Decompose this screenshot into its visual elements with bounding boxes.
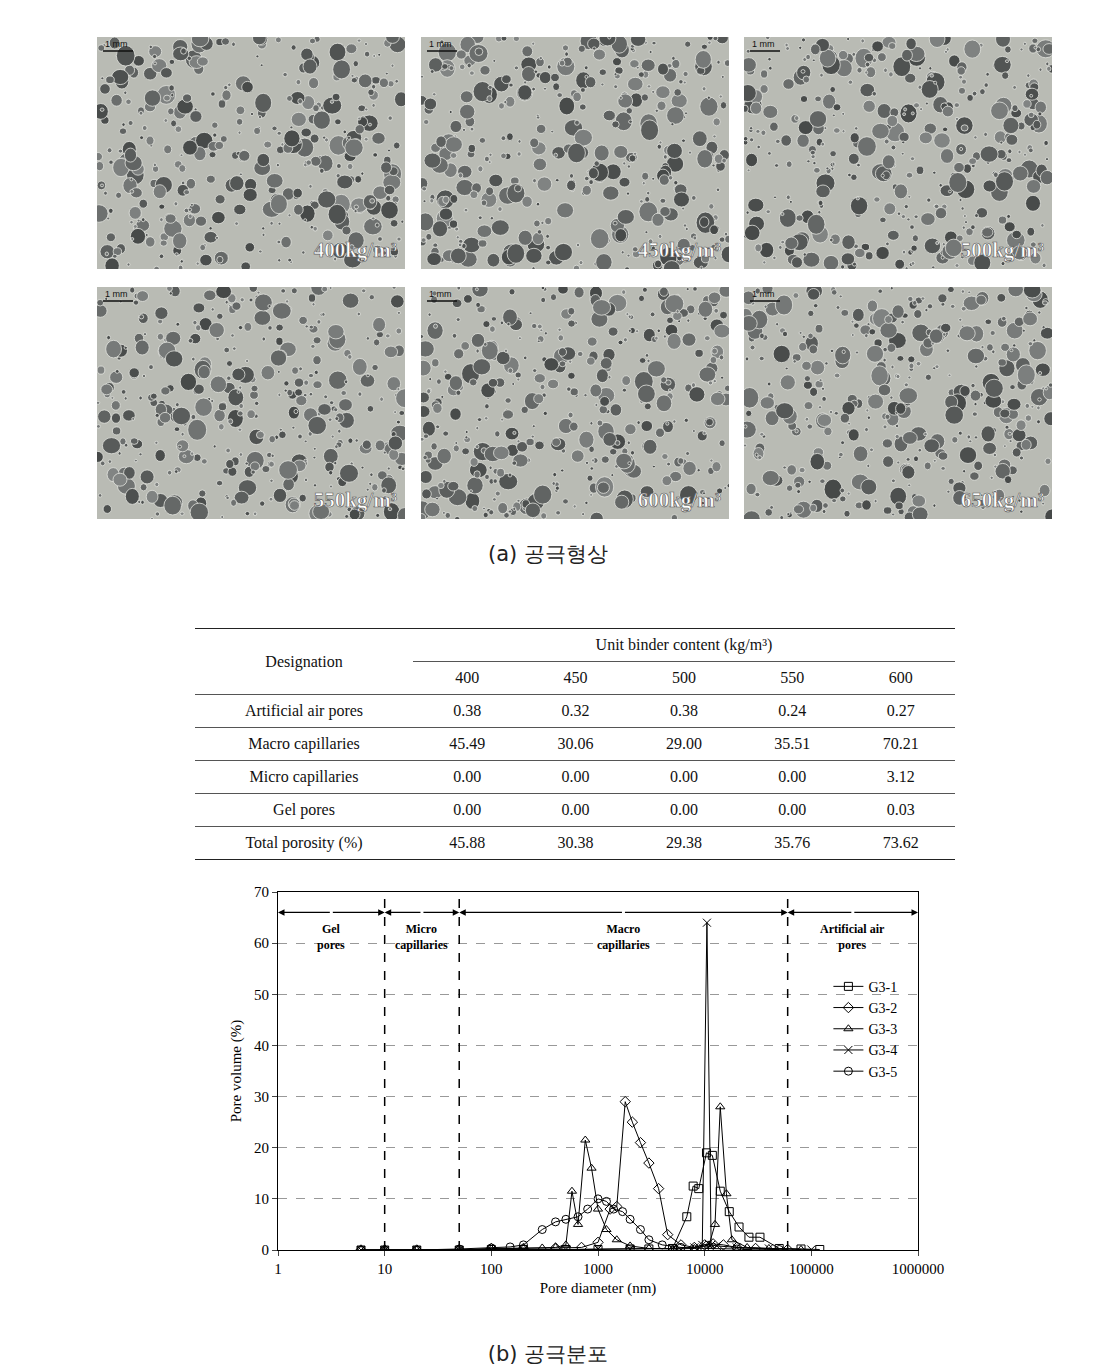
html-text:45.49: 45.49 bbox=[449, 735, 486, 752]
svg-text:50: 50 bbox=[254, 987, 269, 1003]
svg-text:10: 10 bbox=[254, 1191, 269, 1207]
svg-text:100: 100 bbox=[480, 1261, 503, 1277]
html-text:Unit binder content (kg/m³): Unit binder content (kg/m³) bbox=[595, 636, 773, 653]
svg-text:10: 10 bbox=[377, 1261, 392, 1277]
html-text:0.00: 0.00 bbox=[670, 801, 698, 818]
svg-text:Macrocapillaries: Macrocapillaries bbox=[597, 922, 650, 952]
html-text:45.88: 45.88 bbox=[449, 834, 486, 851]
html-text:450: 450 bbox=[563, 669, 588, 686]
html-text:0.00: 0.00 bbox=[778, 801, 807, 818]
svg-text:1: 1 bbox=[274, 1261, 282, 1277]
svg-text:20: 20 bbox=[254, 1140, 269, 1156]
html-text:0.00: 0.00 bbox=[778, 768, 807, 785]
svg-text:100000: 100000 bbox=[789, 1261, 834, 1277]
svg-text:600kg/m³: 600kg/m³ bbox=[638, 488, 721, 512]
html-text:0.00: 0.00 bbox=[453, 801, 482, 818]
svg-text:G3-5: G3-5 bbox=[868, 1065, 897, 1080]
html-text:0.00: 0.00 bbox=[453, 768, 482, 785]
svg-text:G3-3: G3-3 bbox=[868, 1022, 897, 1037]
svg-text:1000000: 1000000 bbox=[892, 1261, 945, 1277]
svg-text:Pore diameter (nm): Pore diameter (nm) bbox=[540, 1280, 657, 1297]
html-text:400: 400 bbox=[455, 669, 480, 686]
svg-text:G3-1: G3-1 bbox=[868, 980, 897, 995]
html-text:500: 500 bbox=[672, 669, 696, 686]
html-text:600: 600 bbox=[888, 669, 913, 686]
html-text:3.12: 3.12 bbox=[886, 768, 915, 785]
html-text:Total porosity (%): Total porosity (%) bbox=[245, 834, 363, 851]
svg-text:40: 40 bbox=[254, 1038, 269, 1054]
svg-text:1 mm: 1 mm bbox=[429, 39, 452, 49]
svg-text:550kg/m³: 550kg/m³ bbox=[314, 488, 397, 512]
html-text:(b) 공극분포: (b) 공극분포 bbox=[487, 1342, 609, 1366]
html-text:0.00: 0.00 bbox=[561, 768, 590, 785]
html-text:70.21: 70.21 bbox=[882, 735, 919, 752]
svg-text:0: 0 bbox=[262, 1242, 270, 1258]
html-text:73.62: 73.62 bbox=[882, 834, 919, 851]
svg-text:G3-2: G3-2 bbox=[868, 1001, 897, 1016]
html-text:0.03: 0.03 bbox=[886, 801, 915, 818]
html-text:35.76: 35.76 bbox=[774, 834, 811, 851]
html-text:29.38: 29.38 bbox=[666, 834, 702, 851]
svg-text:Artificial airpores: Artificial airpores bbox=[820, 922, 885, 952]
svg-text:500kg/m³: 500kg/m³ bbox=[961, 238, 1044, 262]
html-text:30.06: 30.06 bbox=[557, 735, 594, 752]
html-text:Micro capillaries: Micro capillaries bbox=[249, 768, 359, 785]
html-text:Gel pores: Gel pores bbox=[273, 801, 335, 818]
html-text:0.32: 0.32 bbox=[561, 702, 590, 719]
svg-text:30: 30 bbox=[254, 1089, 269, 1105]
svg-text:1 mm: 1 mm bbox=[105, 289, 128, 299]
html-text:30.38: 30.38 bbox=[557, 834, 594, 851]
svg-text:650kg/m³: 650kg/m³ bbox=[961, 488, 1044, 512]
html-text:0.38: 0.38 bbox=[670, 702, 698, 719]
svg-text:1 mm: 1 mm bbox=[429, 289, 452, 299]
html-text:Designation: Designation bbox=[265, 652, 343, 670]
svg-text:1000: 1000 bbox=[583, 1261, 613, 1277]
svg-text:450kg/m³: 450kg/m³ bbox=[638, 238, 721, 262]
svg-text:Microcapillaries: Microcapillaries bbox=[395, 922, 448, 952]
html-text:29.00: 29.00 bbox=[666, 735, 702, 752]
html-text:0.00: 0.00 bbox=[670, 768, 698, 785]
svg-text:60: 60 bbox=[254, 935, 269, 951]
svg-text:Pore volume (%): Pore volume (%) bbox=[228, 1020, 245, 1122]
html-text:0.24: 0.24 bbox=[778, 702, 807, 719]
html-text:Artificial air pores: Artificial air pores bbox=[244, 702, 364, 719]
html-text:0.00: 0.00 bbox=[561, 801, 590, 818]
svg-text:1 mm: 1 mm bbox=[752, 289, 775, 299]
html-text:0.27: 0.27 bbox=[886, 702, 915, 719]
svg-text:70: 70 bbox=[254, 884, 269, 900]
svg-text:Gelpores: Gelpores bbox=[317, 922, 345, 952]
svg-text:1 mm: 1 mm bbox=[105, 39, 128, 49]
svg-text:G3-4: G3-4 bbox=[868, 1043, 897, 1058]
svg-text:10000: 10000 bbox=[686, 1261, 724, 1277]
html-text:Macro capillaries: Macro capillaries bbox=[248, 735, 360, 752]
html-text:550: 550 bbox=[780, 669, 805, 686]
svg-text:400kg/m³: 400kg/m³ bbox=[314, 238, 397, 262]
html-text:(a) 공극형상: (a) 공극형상 bbox=[488, 542, 608, 566]
html-text:0.38: 0.38 bbox=[453, 702, 482, 719]
html-text:35.51: 35.51 bbox=[774, 735, 811, 752]
svg-text:1 mm: 1 mm bbox=[752, 39, 775, 49]
